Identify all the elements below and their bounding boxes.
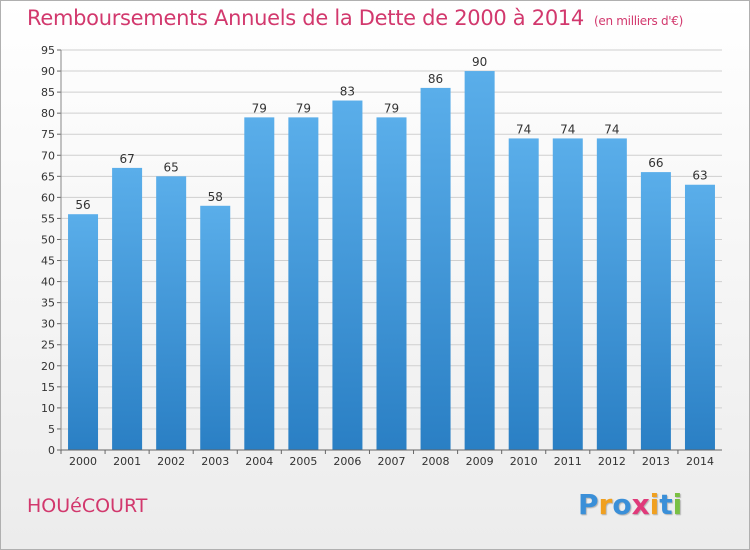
bar-2014 [684, 184, 715, 450]
x-tick-label-2010: 2010 [510, 455, 538, 468]
x-tick-label-2007: 2007 [378, 455, 406, 468]
data-label-2011: 74 [560, 122, 575, 136]
logo-letter: i [649, 488, 660, 521]
data-label-2001: 67 [119, 152, 134, 166]
bar-2010 [508, 138, 539, 450]
bar-2013 [640, 172, 671, 450]
y-tick-label: 55 [41, 212, 55, 225]
data-label-2014: 63 [692, 169, 707, 183]
data-label-2008: 86 [428, 72, 443, 86]
x-tick-label-2009: 2009 [466, 455, 494, 468]
bar-2005 [288, 117, 319, 451]
y-tick-label: 35 [41, 297, 55, 310]
data-label-2002: 65 [164, 160, 179, 174]
x-axis: 2000 2001 2002 2003 2004 2005 2006 2007 2008 2009… [60, 449, 722, 468]
y-tick-label: 5 [48, 423, 55, 436]
bar-2000 [68, 214, 99, 450]
bar-2006 [332, 100, 363, 451]
logo-letter: P [578, 488, 599, 521]
x-tick-label-2011: 2011 [554, 455, 582, 468]
bar-2011 [552, 138, 583, 450]
bars: 56 67 65 58 79 79 83 79 86 90 74 74 74 66 63 [68, 55, 715, 451]
x-tick-label-2005: 2005 [289, 455, 317, 468]
bar-2004 [244, 117, 275, 451]
logo-letter: o [612, 488, 632, 521]
x-tick-label-2014: 2014 [686, 455, 714, 468]
bar-2009 [464, 71, 495, 450]
bar-2007 [376, 117, 407, 451]
logo-letter: x [631, 488, 650, 521]
x-tick-label-2006: 2006 [333, 455, 361, 468]
chart-title-text: Remboursements Annuels de la Dette de 20… [27, 6, 584, 30]
bar-2001 [112, 167, 143, 451]
chart-subtitle: (en milliers d'€) [594, 14, 684, 28]
y-tick-label: 10 [41, 402, 55, 415]
x-tick-label-2002: 2002 [157, 455, 185, 468]
bar-2002 [156, 176, 187, 450]
x-tick-label-2004: 2004 [245, 455, 273, 468]
data-label-2000: 56 [75, 198, 90, 212]
y-tick-label: 0 [48, 444, 55, 457]
commune-name: HOUéCOURT [27, 495, 148, 517]
logo-letter: i [672, 488, 683, 521]
y-tick-label: 45 [41, 255, 55, 268]
y-tick-label: 80 [41, 107, 55, 120]
data-label-2004: 79 [252, 101, 267, 115]
logo-letter: r [598, 488, 613, 521]
chart-title: Remboursements Annuels de la Dette de 20… [27, 6, 683, 30]
data-label-2005: 79 [296, 101, 311, 115]
bar-2012 [596, 138, 627, 450]
y-axis: 0 5 10 15 20 25 30 35 40 45 50 55 60 65 70 75 80 85 90 95 [41, 44, 62, 457]
y-tick-label: 90 [41, 65, 55, 78]
y-tick-label: 95 [41, 44, 55, 57]
data-label-2007: 79 [384, 101, 399, 115]
data-label-2012: 74 [604, 122, 619, 136]
y-tick-label: 50 [41, 233, 55, 246]
proxiti-logo: Proxiti [578, 488, 682, 521]
data-label-2010: 74 [516, 122, 531, 136]
x-tick-label-2000: 2000 [69, 455, 97, 468]
y-tick-label: 75 [41, 128, 55, 141]
data-label-2006: 83 [340, 85, 355, 99]
y-tick-label: 65 [41, 170, 55, 183]
bar-2008 [420, 87, 451, 450]
x-tick-label-2001: 2001 [113, 455, 141, 468]
y-tick-label: 20 [41, 360, 55, 373]
y-tick-label: 30 [41, 318, 55, 331]
data-label-2013: 66 [648, 156, 663, 170]
x-tick-label-2013: 2013 [642, 455, 670, 468]
bar-2003 [200, 205, 231, 450]
x-tick-label-2008: 2008 [422, 455, 450, 468]
data-label-2009: 90 [472, 55, 487, 69]
y-tick-label: 85 [41, 86, 55, 99]
y-tick-label: 70 [41, 149, 55, 162]
x-tick-label-2012: 2012 [598, 455, 626, 468]
y-tick-label: 25 [41, 339, 55, 352]
y-tick-label: 40 [41, 276, 55, 289]
y-tick-label: 15 [41, 381, 55, 394]
logo-letter: t [659, 488, 673, 521]
data-label-2003: 58 [208, 190, 223, 204]
x-tick-label-2003: 2003 [201, 455, 229, 468]
y-tick-label: 60 [41, 191, 55, 204]
